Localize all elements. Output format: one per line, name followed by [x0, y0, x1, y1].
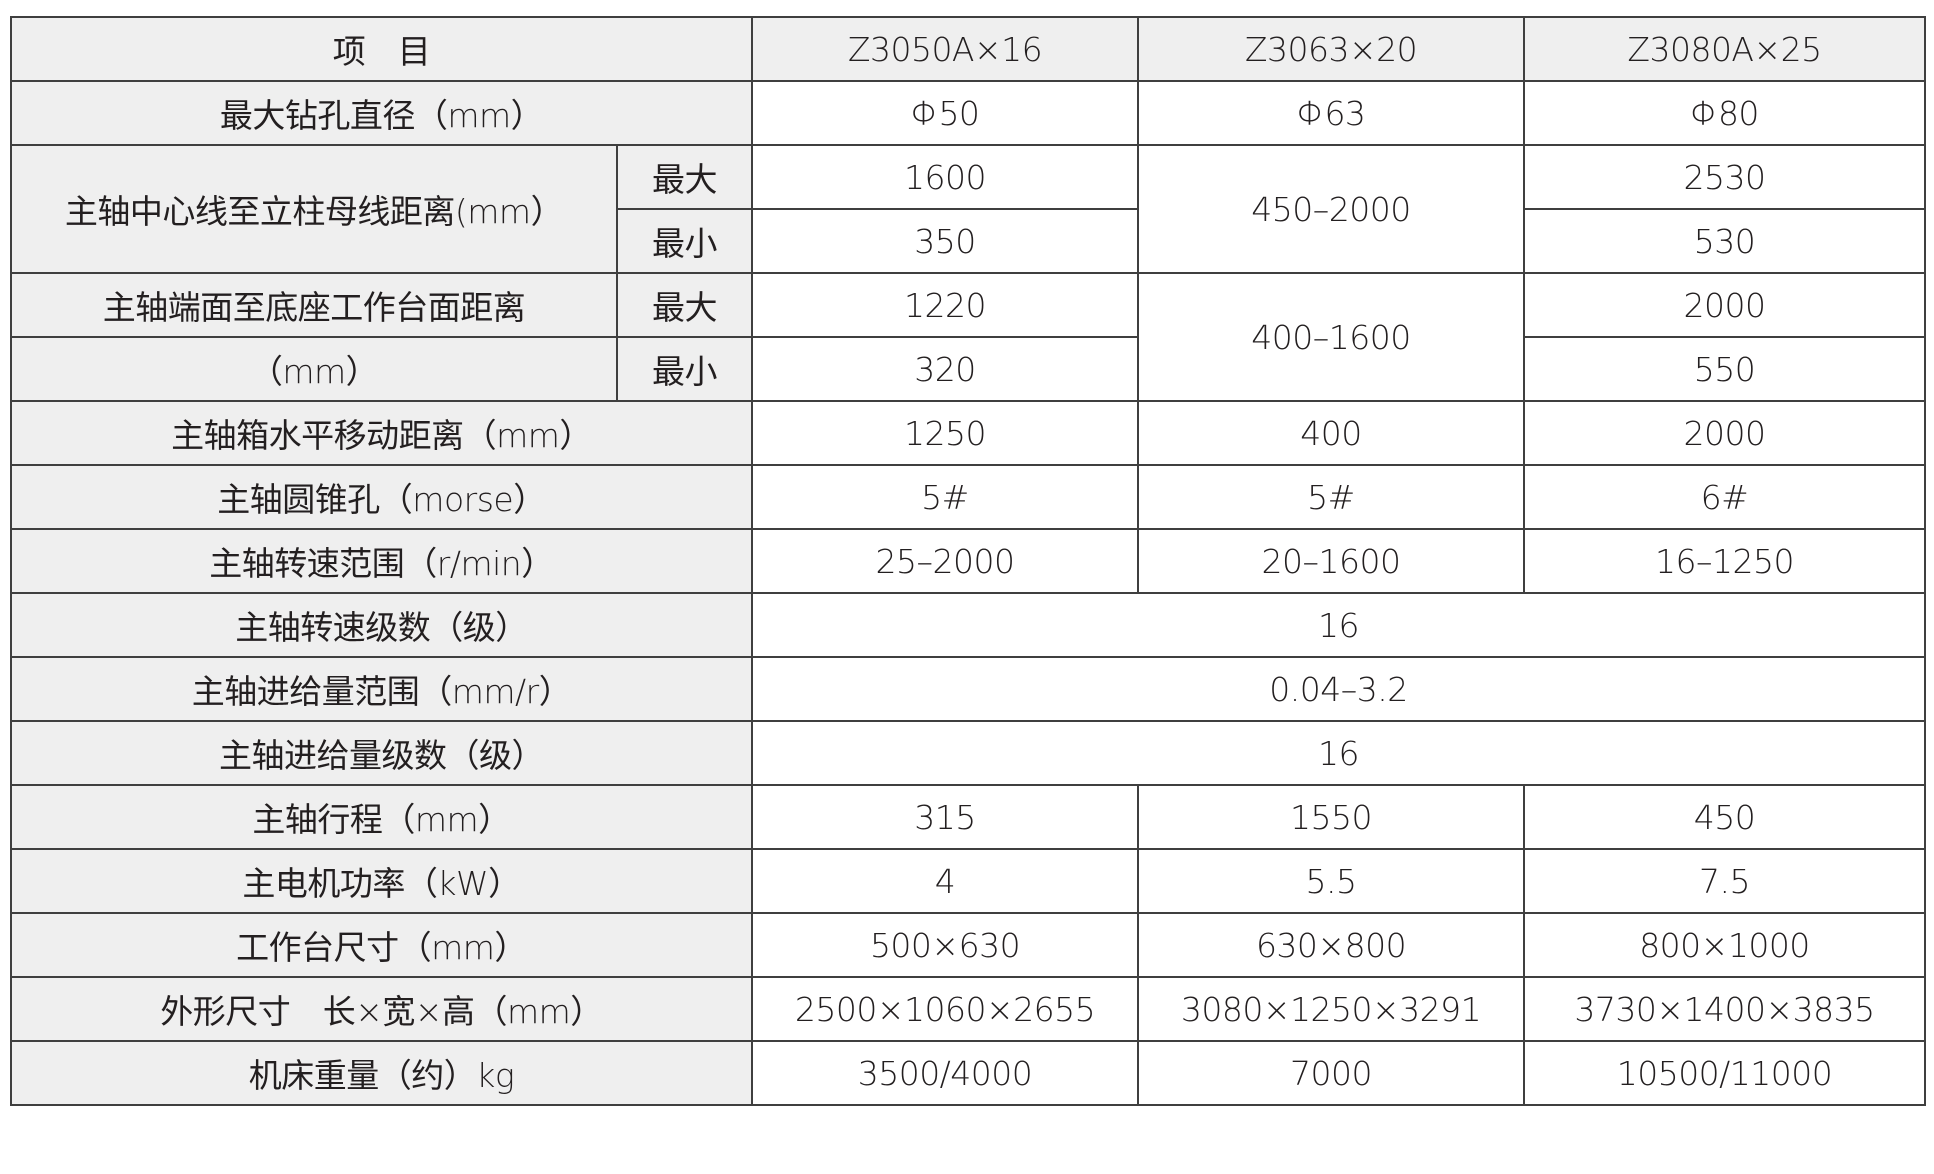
cell: 3500/4000 — [751, 1040, 1139, 1106]
cell: Φ63 — [1137, 80, 1525, 146]
table-row: 机床重量（约）kg 3500/4000 7000 10500/11000 — [10, 1040, 1926, 1106]
cell: 450 — [1523, 784, 1926, 850]
cell: 450–2000 — [1137, 144, 1525, 274]
row-label: 最大钻孔直径（mm） — [10, 80, 753, 146]
cell: 1600 — [751, 144, 1139, 210]
cell: 315 — [751, 784, 1139, 850]
cell: 350 — [751, 208, 1139, 274]
cell: 7.5 — [1523, 848, 1926, 914]
header-model: Z3063×20 — [1137, 16, 1525, 82]
row-label: 主轴中心线至立柱母线距离(mm） — [10, 144, 618, 274]
cell: 6# — [1523, 464, 1926, 530]
cell: 320 — [751, 336, 1139, 402]
row-label: 主轴行程（mm） — [10, 784, 753, 850]
row-label: 机床重量（约）kg — [10, 1040, 753, 1106]
cell: 5.5 — [1137, 848, 1525, 914]
table-row: （mm） 最小 320 550 — [10, 336, 1926, 402]
cell: 1550 — [1137, 784, 1525, 850]
sub-label: 最小 — [616, 336, 753, 402]
row-label: 主轴端面至底座工作台面距离 — [10, 272, 618, 338]
cell: 1220 — [751, 272, 1139, 338]
cell: 500×630 — [751, 912, 1139, 978]
sub-label: 最大 — [616, 272, 753, 338]
cell: 20–1600 — [1137, 528, 1525, 594]
cell: 16–1250 — [1523, 528, 1926, 594]
cell: Φ50 — [751, 80, 1139, 146]
row-label: 外形尺寸 长×宽×高（mm） — [10, 976, 753, 1042]
cell: 0.04–3.2 — [751, 656, 1926, 722]
table-row: 主电机功率（kW） 4 5.5 7.5 — [10, 848, 1926, 914]
cell: 25–2000 — [751, 528, 1139, 594]
table-row: 主轴转速级数（级） 16 — [10, 592, 1926, 658]
sub-label: 最大 — [616, 144, 753, 210]
cell: 1250 — [751, 400, 1139, 466]
cell: 16 — [751, 592, 1926, 658]
table-row: 主轴中心线至立柱母线距离(mm） 最大 1600 450–2000 2530 — [10, 144, 1926, 274]
cell: 5# — [1137, 464, 1525, 530]
cell: 3730×1400×3835 — [1523, 976, 1926, 1042]
cell: 7000 — [1137, 1040, 1525, 1106]
header-model: Z3050A×16 — [751, 16, 1139, 82]
row-label: 主电机功率（kW） — [10, 848, 753, 914]
header-item: 项 目 — [10, 16, 753, 82]
table-row: 主轴转速范围（r/min） 25–2000 20–1600 16–1250 — [10, 528, 1926, 594]
row-label: 主轴箱水平移动距离（mm） — [10, 400, 753, 466]
row-label: 主轴转速范围（r/min） — [10, 528, 753, 594]
row-label: 主轴进给量级数（级） — [10, 720, 753, 786]
cell: 4 — [751, 848, 1139, 914]
cell: 400 — [1137, 400, 1525, 466]
table-row: 主轴进给量范围（mm/r） 0.04–3.2 — [10, 656, 1926, 722]
row-label-line2: （mm） — [10, 336, 618, 402]
table-row: 主轴行程（mm） 315 1550 450 — [10, 784, 1926, 850]
row-label: 主轴圆锥孔（morse） — [10, 464, 753, 530]
cell: 530 — [1523, 208, 1926, 274]
cell: Φ80 — [1523, 80, 1926, 146]
table-row: 主轴端面至底座工作台面距离 最大 1220 400–1600 2000 — [10, 272, 1926, 402]
table-row: 主轴箱水平移动距离（mm） 1250 400 2000 — [10, 400, 1926, 466]
cell: 16 — [751, 720, 1926, 786]
row-label: 工作台尺寸（mm） — [10, 912, 753, 978]
header-model: Z3080A×25 — [1523, 16, 1926, 82]
cell: 800×1000 — [1523, 912, 1926, 978]
table-row: 工作台尺寸（mm） 500×630 630×800 800×1000 — [10, 912, 1926, 978]
spec-table: 项 目 Z3050A×16 Z3063×20 Z3080A×25 最大钻孔直径（… — [10, 16, 1926, 1106]
row-label: 主轴进给量范围（mm/r） — [10, 656, 753, 722]
sub-label: 最小 — [616, 208, 753, 274]
table-row: 外形尺寸 长×宽×高（mm） 2500×1060×2655 3080×1250×… — [10, 976, 1926, 1042]
cell: 10500/11000 — [1523, 1040, 1926, 1106]
cell: 400–1600 — [1137, 272, 1525, 402]
cell: 2500×1060×2655 — [751, 976, 1139, 1042]
row-label: 主轴转速级数（级） — [10, 592, 753, 658]
table-row: 主轴进给量级数（级） 16 — [10, 720, 1926, 786]
table-row: 最小 350 530 — [11, 208, 1926, 274]
table-row: 主轴圆锥孔（morse） 5# 5# 6# — [10, 464, 1926, 530]
cell: 630×800 — [1137, 912, 1525, 978]
cell: 3080×1250×3291 — [1137, 976, 1525, 1042]
cell: 5# — [751, 464, 1139, 530]
cell: 2000 — [1523, 400, 1926, 466]
cell: 550 — [1523, 336, 1926, 402]
header-row: 项 目 Z3050A×16 Z3063×20 Z3080A×25 — [10, 16, 1926, 82]
cell: 2000 — [1523, 272, 1926, 338]
cell: 2530 — [1523, 144, 1926, 210]
table-row: 最大钻孔直径（mm） Φ50 Φ63 Φ80 — [10, 80, 1926, 146]
